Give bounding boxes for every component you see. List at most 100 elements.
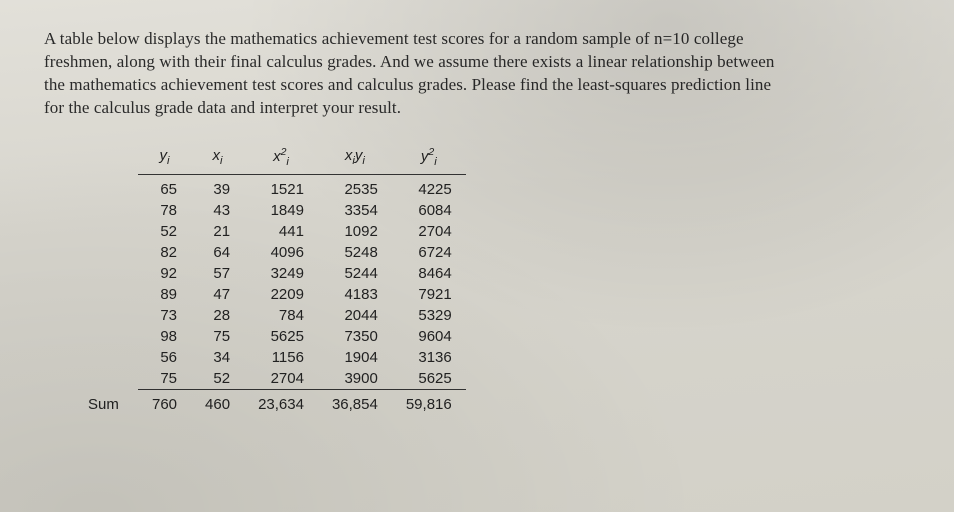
row-label-cell bbox=[74, 347, 138, 368]
header-y-sym: y bbox=[160, 147, 168, 164]
data-cell: 34 bbox=[191, 347, 244, 368]
row-label-cell bbox=[74, 368, 138, 390]
data-cell: 6724 bbox=[392, 242, 466, 263]
row-label-cell bbox=[74, 174, 138, 200]
data-cell: 89 bbox=[138, 284, 191, 305]
row-label-cell bbox=[74, 305, 138, 326]
table-row: 8947220941837921 bbox=[74, 284, 466, 305]
data-cell: 8464 bbox=[392, 263, 466, 284]
data-cell: 98 bbox=[138, 326, 191, 347]
header-xy: xiyi bbox=[318, 144, 392, 175]
data-cell: 5625 bbox=[392, 368, 466, 390]
sum-xy: 36,854 bbox=[318, 389, 392, 415]
data-cell: 1849 bbox=[244, 200, 318, 221]
page: A table below displays the mathematics a… bbox=[0, 0, 954, 512]
data-cell: 92 bbox=[138, 263, 191, 284]
data-cell: 75 bbox=[138, 368, 191, 390]
header-x: xi bbox=[191, 144, 244, 175]
row-label-cell bbox=[74, 284, 138, 305]
data-table: yi xi x2i xiyi y2i 653915212535422578431… bbox=[74, 144, 466, 415]
header-x-sym: x bbox=[213, 147, 221, 164]
data-cell: 4225 bbox=[392, 174, 466, 200]
data-cell: 43 bbox=[191, 200, 244, 221]
data-cell: 28 bbox=[191, 305, 244, 326]
row-label-cell bbox=[74, 263, 138, 284]
data-cell: 5329 bbox=[392, 305, 466, 326]
row-label-cell bbox=[74, 326, 138, 347]
data-cell: 1156 bbox=[244, 347, 318, 368]
header-y: yi bbox=[138, 144, 191, 175]
data-cell: 2704 bbox=[244, 368, 318, 390]
data-cell: 1904 bbox=[318, 347, 392, 368]
table-row: 5634115619043136 bbox=[74, 347, 466, 368]
row-label-cell bbox=[74, 221, 138, 242]
data-cell: 5625 bbox=[244, 326, 318, 347]
table-header: yi xi x2i xiyi y2i bbox=[74, 144, 466, 175]
data-cell: 56 bbox=[138, 347, 191, 368]
sum-y2: 59,816 bbox=[392, 389, 466, 415]
data-cell: 65 bbox=[138, 174, 191, 200]
header-blank bbox=[74, 144, 138, 175]
data-cell: 3136 bbox=[392, 347, 466, 368]
data-cell: 21 bbox=[191, 221, 244, 242]
table-row: 9875562573509604 bbox=[74, 326, 466, 347]
data-cell: 82 bbox=[138, 242, 191, 263]
header-y-sub: i bbox=[167, 155, 170, 167]
header-y2: y2i bbox=[392, 144, 466, 175]
data-cell: 4183 bbox=[318, 284, 392, 305]
data-cell: 2535 bbox=[318, 174, 392, 200]
table-row: 7552270439005625 bbox=[74, 368, 466, 390]
header-xy-yi: i bbox=[362, 155, 365, 167]
data-cell: 9604 bbox=[392, 326, 466, 347]
header-x2-sub: i bbox=[286, 156, 289, 168]
header-y2-sub: i bbox=[434, 156, 437, 168]
sum-x2: 23,634 bbox=[244, 389, 318, 415]
data-cell: 78 bbox=[138, 200, 191, 221]
table-footer: Sum 760 460 23,634 36,854 59,816 bbox=[74, 389, 466, 415]
sum-label: Sum bbox=[74, 389, 138, 415]
table-body: 6539152125354225784318493354608452214411… bbox=[74, 174, 466, 389]
data-cell: 1521 bbox=[244, 174, 318, 200]
data-cell: 2209 bbox=[244, 284, 318, 305]
data-cell: 5244 bbox=[318, 263, 392, 284]
data-cell: 73 bbox=[138, 305, 191, 326]
data-cell: 47 bbox=[191, 284, 244, 305]
data-cell: 52 bbox=[138, 221, 191, 242]
header-x2-sym: x bbox=[273, 148, 281, 165]
data-cell: 7350 bbox=[318, 326, 392, 347]
header-x-sub: i bbox=[220, 155, 223, 167]
table-row: 522144110922704 bbox=[74, 221, 466, 242]
data-cell: 2044 bbox=[318, 305, 392, 326]
data-cell: 3900 bbox=[318, 368, 392, 390]
prompt-line-1: A table below displays the mathematics a… bbox=[44, 29, 744, 48]
data-cell: 1092 bbox=[318, 221, 392, 242]
data-cell: 6084 bbox=[392, 200, 466, 221]
header-x2: x2i bbox=[244, 144, 318, 175]
data-cell: 441 bbox=[244, 221, 318, 242]
table-row: 8264409652486724 bbox=[74, 242, 466, 263]
data-cell: 57 bbox=[191, 263, 244, 284]
data-cell: 2704 bbox=[392, 221, 466, 242]
data-cell: 4096 bbox=[244, 242, 318, 263]
table-row: 7843184933546084 bbox=[74, 200, 466, 221]
prompt-line-3: the mathematics achievement test scores … bbox=[44, 75, 771, 94]
prompt-line-2: freshmen, along with their final calculu… bbox=[44, 52, 775, 71]
data-cell: 3354 bbox=[318, 200, 392, 221]
problem-statement: A table below displays the mathematics a… bbox=[44, 28, 910, 120]
sum-row: Sum 760 460 23,634 36,854 59,816 bbox=[74, 389, 466, 415]
prompt-line-4: for the calculus grade data and interpre… bbox=[44, 98, 401, 117]
data-cell: 39 bbox=[191, 174, 244, 200]
table-row: 9257324952448464 bbox=[74, 263, 466, 284]
data-cell: 52 bbox=[191, 368, 244, 390]
sum-y: 760 bbox=[138, 389, 191, 415]
table-row: 6539152125354225 bbox=[74, 174, 466, 200]
data-cell: 3249 bbox=[244, 263, 318, 284]
data-cell: 64 bbox=[191, 242, 244, 263]
row-label-cell bbox=[74, 200, 138, 221]
data-cell: 784 bbox=[244, 305, 318, 326]
data-cell: 75 bbox=[191, 326, 244, 347]
data-cell: 7921 bbox=[392, 284, 466, 305]
sum-x: 460 bbox=[191, 389, 244, 415]
table-row: 732878420445329 bbox=[74, 305, 466, 326]
row-label-cell bbox=[74, 242, 138, 263]
